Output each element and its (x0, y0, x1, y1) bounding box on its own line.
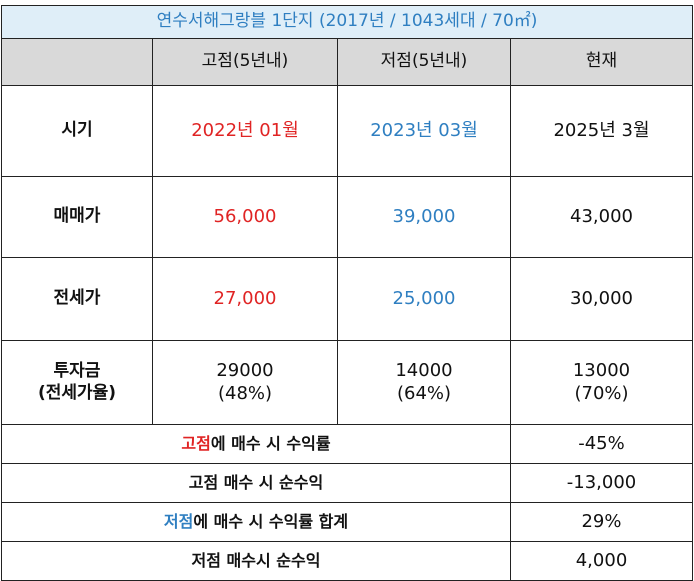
cell-line: (전세가율) (37, 382, 117, 403)
summary-highlight: 고점 (181, 434, 211, 453)
summary-highlight: 저점 (163, 512, 194, 531)
cell-line: 전세가 (53, 288, 101, 309)
cell-line: (48%) (217, 382, 273, 404)
summary-value: -13,000 (510, 463, 693, 503)
table-row: 시기 2022년 01월 2023년 03월 2025년 3월 (1, 85, 693, 177)
data-cell: 30,000 (510, 257, 693, 341)
data-cell: 56,000 (152, 176, 338, 258)
summary-label: 저점 매수시 순수익 (1, 541, 511, 581)
cell-line: 14000 (395, 360, 453, 381)
summary-label: 고점 매수 시 순수익 (1, 463, 511, 503)
summary-value: 29% (510, 502, 693, 542)
header-empty (1, 38, 153, 86)
row-label: 투자금 (전세가율) (1, 340, 153, 425)
summary-value: 4,000 (510, 541, 693, 581)
cell-line: 시기 (61, 120, 93, 141)
cell-line: 56,000 (213, 205, 277, 227)
row-label: 시기 (1, 85, 153, 177)
cell-line: 매매가 (53, 206, 101, 227)
summary-row: 고점 매수 시 순수익 -13,000 (1, 463, 693, 503)
summary-text: 에 매수 시 수익률 (210, 434, 331, 453)
cell-line: (70%) (574, 382, 629, 404)
cell-line: 2025년 3월 (553, 119, 650, 141)
data-cell: 13000 (70%) (510, 340, 693, 425)
header-cell: 저점(5년내) (337, 38, 511, 86)
data-cell: 2023년 03월 (337, 85, 511, 177)
cell-line: 13000 (572, 360, 631, 381)
data-cell: 27,000 (152, 257, 338, 341)
cell-line: 투자금 (53, 361, 101, 382)
summary-text: 고점 매수 시 순수익 (188, 473, 324, 492)
cell-line: 43,000 (570, 205, 633, 227)
cell-line: 25,000 (392, 287, 456, 309)
row-label: 매매가 (1, 176, 153, 258)
data-cell: 2022년 01월 (152, 85, 338, 177)
table-title: 연수서해그랑블 1단지 (2017년 / 1043세대 / 70㎡) (1, 5, 693, 39)
summary-row: 고점에 매수 시 수익률 -45% (1, 424, 693, 464)
cell-line: 30,000 (570, 287, 633, 309)
summary-value: -45% (510, 424, 693, 464)
data-cell: 2025년 3월 (510, 85, 693, 177)
header-cell: 고점(5년내) (152, 38, 338, 86)
cell-line: 2023년 03월 (370, 119, 478, 141)
table-row: 전세가 27,000 25,000 30,000 (1, 257, 693, 341)
summary-row: 저점 매수시 순수익 4,000 (1, 541, 693, 581)
summary-label: 고점에 매수 시 수익률 (1, 424, 511, 464)
cell-line: 27,000 (213, 287, 277, 309)
cell-line: 39,000 (392, 205, 456, 227)
summary-label: 저점에 매수 시 수익률 합계 (1, 502, 511, 542)
summary-text: 저점 매수시 순수익 (191, 551, 321, 570)
table-row: 투자금 (전세가율) 29000 (48%) 14000 (64%) 13000 (70%) (1, 340, 693, 425)
cell-line: 29000 (216, 360, 274, 381)
cell-line: (64%) (396, 382, 452, 404)
data-cell: 25,000 (337, 257, 511, 341)
table-row: 매매가 56,000 39,000 43,000 (1, 176, 693, 258)
data-cell: 29000 (48%) (152, 340, 338, 425)
summary-row: 저점에 매수 시 수익률 합계 29% (1, 502, 693, 542)
header-cell: 현재 (510, 38, 693, 86)
cell-line: 2022년 01월 (191, 119, 299, 141)
data-cell: 43,000 (510, 176, 693, 258)
data-cell: 14000 (64%) (337, 340, 511, 425)
data-cell: 39,000 (337, 176, 511, 258)
data-table: 연수서해그랑블 1단지 (2017년 / 1043세대 / 70㎡) 고점(5년… (1, 5, 693, 581)
row-label: 전세가 (1, 257, 153, 341)
summary-text: 에 매수 시 수익률 합계 (193, 512, 349, 531)
